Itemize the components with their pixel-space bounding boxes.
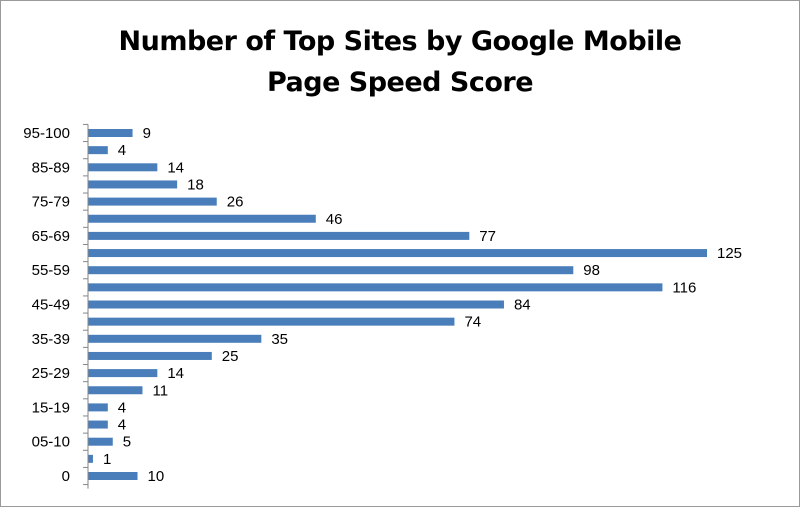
value-label-20-24: 11 — [152, 382, 168, 399]
bar-35-39 — [88, 334, 262, 343]
value-label-15-19: 4 — [118, 399, 126, 416]
chart-title: Number of Top Sites by Google Mobile Pag… — [0, 21, 800, 103]
tick-label-85-89: 85-89 — [32, 159, 70, 176]
bar-65-69 — [88, 231, 470, 240]
bar-75-79 — [88, 197, 217, 206]
tick-label-05-10: 05-10 — [32, 434, 70, 451]
bar-30-34 — [88, 351, 212, 360]
value-label-05-10: 5 — [123, 434, 131, 451]
tick-label-0: 0 — [62, 468, 70, 485]
tick-label-15-19: 15-19 — [32, 399, 70, 416]
value-label-10-14: 4 — [118, 417, 126, 434]
bar-60-64 — [88, 249, 707, 258]
value-label-45-49: 84 — [514, 297, 531, 314]
bar-40-44 — [88, 317, 455, 326]
value-label-90-94: 4 — [118, 142, 126, 159]
bars-group — [88, 129, 707, 480]
bar-10-14 — [88, 420, 108, 429]
tick-label-35-39: 35-39 — [32, 331, 70, 348]
bar-95-100 — [88, 129, 133, 137]
bar-15-19 — [88, 403, 108, 412]
bar-01-04 — [88, 454, 93, 463]
bar-45-49 — [88, 300, 504, 309]
value-label-40-44: 74 — [464, 314, 481, 331]
value-label-85-89: 14 — [167, 159, 184, 176]
bar-55-59 — [88, 266, 574, 275]
bar-70-74 — [88, 214, 316, 223]
value-label-75-79: 26 — [227, 194, 244, 211]
value-label-50-54: 116 — [672, 279, 696, 296]
value-label-0: 10 — [148, 468, 165, 485]
tick-label-65-69: 65-69 — [32, 228, 70, 245]
value-label-30-34: 25 — [222, 348, 239, 365]
value-label-35-39: 35 — [271, 331, 288, 348]
value-label-25-29: 14 — [167, 365, 184, 382]
bar-90-94 — [88, 146, 108, 155]
value-label-80-84: 18 — [187, 176, 204, 193]
value-label-65-69: 77 — [479, 228, 496, 245]
value-label-95-100: 9 — [143, 125, 151, 142]
bar-85-89 — [88, 163, 158, 172]
value-label-60-64: 125 — [717, 245, 742, 262]
value-label-55-59: 98 — [583, 262, 600, 279]
bar-0 — [88, 472, 138, 480]
bar-25-29 — [88, 369, 158, 378]
chart-title-line-2: Page Speed Score — [266, 67, 534, 98]
tick-label-45-49: 45-49 — [32, 297, 70, 314]
bar-80-84 — [88, 180, 178, 189]
tick-label-55-59: 55-59 — [32, 262, 70, 279]
bar-20-24 — [88, 386, 143, 395]
chart-title-line-1: Number of Top Sites by Google Mobile — [118, 26, 682, 57]
tick-label-25-29: 25-29 — [32, 365, 70, 382]
tick-labels-group: 95-100 85-89 75-79 65-69 55-59 45-49 35-39 25-2… — [23, 125, 70, 485]
y-ticks-group — [83, 123, 88, 486]
bar-50-54 — [88, 283, 663, 292]
bar-05-10 — [88, 437, 113, 446]
tick-label-95-100: 95-100 — [23, 125, 70, 142]
tick-label-75-79: 75-79 — [32, 194, 70, 211]
value-label-01-04: 1 — [103, 451, 111, 468]
value-label-70-74: 46 — [326, 211, 343, 228]
